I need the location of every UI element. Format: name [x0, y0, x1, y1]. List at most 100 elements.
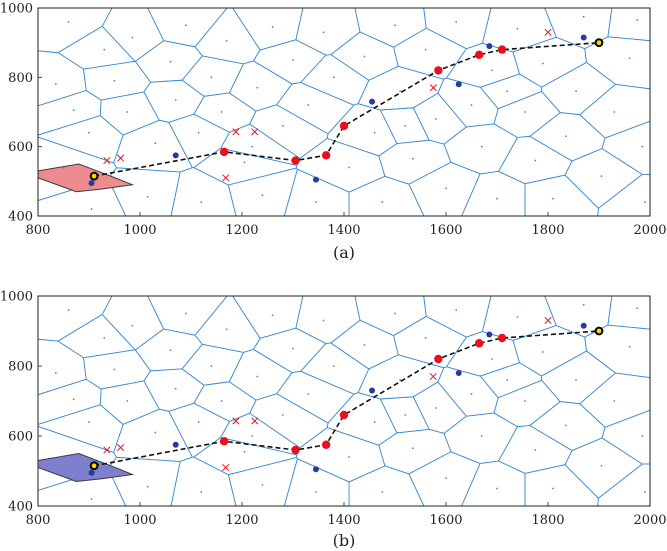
cross-markers-b [103, 316, 552, 472]
site-dot [54, 83, 57, 86]
site-dot [613, 400, 616, 402]
site-dot [322, 31, 325, 34]
site-dot [332, 76, 335, 79]
site-dot [67, 309, 70, 311]
x-tick-label: 1000 [123, 223, 156, 238]
waypoint-marker [339, 410, 349, 420]
site-dot [197, 131, 200, 134]
obstacle-marker [88, 180, 95, 187]
site-dot [470, 393, 473, 395]
site-dot [381, 201, 384, 204]
path-line-a [93, 41, 600, 177]
site-dot [424, 337, 427, 339]
site-dot [261, 194, 264, 197]
site-dot [411, 157, 414, 160]
site-dot [67, 20, 70, 23]
site-dot [496, 197, 498, 200]
site-dot [381, 491, 384, 493]
site-dot [72, 398, 75, 401]
x-tick-label: 1000 [123, 513, 156, 528]
site-dot [394, 24, 396, 27]
site-dot [455, 309, 458, 311]
site-dot [146, 196, 149, 198]
site-dot [103, 48, 106, 51]
waypoint-marker [321, 440, 331, 449]
x-tick-label: 2000 [633, 223, 666, 238]
y-tick-label: 400 [8, 210, 33, 225]
site-dot [644, 201, 646, 204]
site-dot [582, 15, 585, 18]
cross-marker [544, 28, 552, 36]
site-dot [399, 90, 401, 93]
obstacle-marker [172, 441, 179, 448]
site-dot [516, 27, 519, 30]
waypoint-marker [474, 339, 484, 348]
site-dot [62, 166, 65, 169]
site-dot [506, 90, 509, 93]
site-dot [575, 90, 577, 93]
x-tick-label: 1600 [429, 513, 462, 528]
site-dot [506, 379, 509, 381]
site-dot [200, 491, 203, 493]
site-dot [348, 456, 350, 458]
x-tick-label: 800 [26, 513, 51, 528]
waypoint-marker [291, 445, 300, 455]
site-dot [516, 316, 519, 318]
site-dot [210, 365, 213, 367]
y-tick-labels-a: 400 600 800 1000 [0, 2, 42, 225]
site-dot [210, 76, 213, 79]
waypoint-marker [434, 354, 443, 364]
x-tick-label: 1400 [327, 513, 360, 528]
obstacle-marker [369, 387, 376, 394]
site-dot [542, 62, 544, 65]
highlight-cell-b [38, 452, 135, 483]
site-dot [185, 24, 187, 27]
site-dot [404, 414, 407, 416]
site-dot [455, 20, 458, 23]
voronoi-cell [584, 324, 650, 379]
cross-marker [222, 463, 230, 472]
site-dot [534, 159, 537, 162]
waypoint-marker [219, 437, 229, 446]
site-dot [534, 449, 537, 451]
site-dot [332, 365, 335, 367]
site-dot [363, 344, 366, 346]
voronoi-cell [479, 73, 542, 110]
goal-marker [594, 326, 604, 336]
site-dot [256, 86, 259, 89]
site-dot [434, 118, 437, 120]
highlight-cell [38, 163, 135, 193]
endpoint-markers-b [89, 326, 604, 471]
waypoint-marker [434, 66, 443, 75]
panel-b: 800 1000 1200 1400 1600 1800 2000 400 600 800 100… [0, 290, 667, 551]
site-dot [256, 375, 259, 378]
site-dot [552, 487, 554, 490]
site-dot [363, 55, 366, 58]
waypoint-marker [219, 147, 229, 157]
planned-path [93, 41, 600, 177]
voronoi-cells-b [38, 296, 650, 506]
site-dot [315, 491, 317, 493]
site-dot [491, 69, 493, 72]
path-line-b [93, 330, 600, 467]
site-dot [220, 400, 223, 402]
x-tick-label: 800 [26, 223, 51, 238]
site-dot [243, 161, 246, 164]
site-dot [470, 104, 473, 106]
voronoi-cell [220, 123, 301, 166]
x-tick-label: 1400 [327, 223, 360, 238]
waypoint-marker [291, 156, 300, 165]
caption-a: (a) [333, 243, 355, 262]
site-dot [315, 201, 317, 204]
site-dot [103, 337, 106, 339]
site-dot [575, 379, 577, 381]
cross-marker [232, 417, 240, 425]
site-dot [564, 135, 567, 138]
obstacle-marker [88, 469, 95, 476]
plot-area-b [38, 296, 650, 506]
obstacle-marker [455, 370, 462, 376]
site-dot [292, 59, 294, 61]
site-dot [154, 142, 157, 145]
